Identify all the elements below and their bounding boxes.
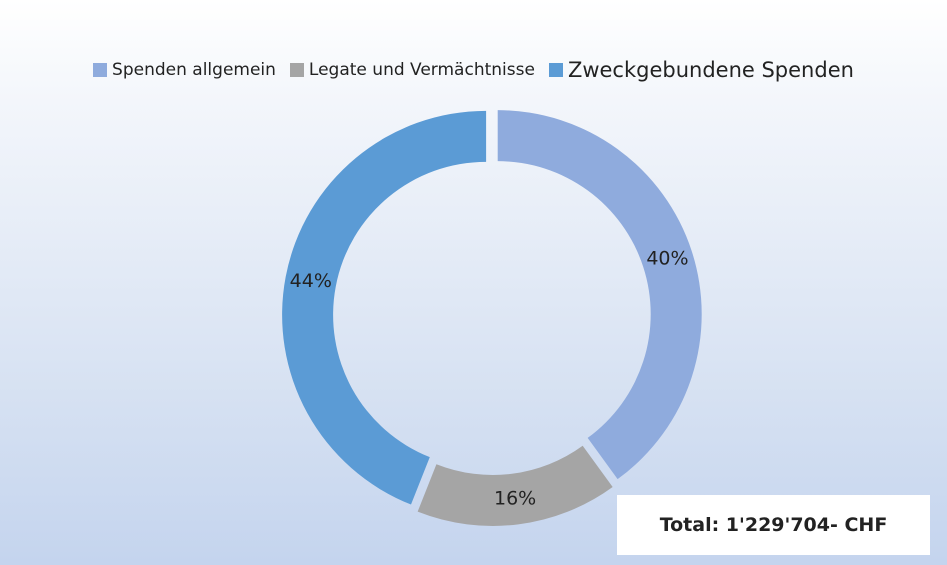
- total-box: Total: 1'229'704- CHF: [617, 495, 930, 555]
- legend-swatch: [548, 63, 563, 77]
- legend: Spenden allgemein Legate und Vermächtniss…: [0, 58, 947, 82]
- legend-label: Zweckgebundene Spenden: [567, 58, 854, 82]
- legend-label: Legate und Vermächtnisse: [308, 60, 535, 80]
- donut-slice: [497, 110, 702, 480]
- legend-item: Spenden allgemein: [93, 60, 276, 80]
- legend-swatch: [289, 63, 304, 77]
- donut-slice: [282, 110, 487, 505]
- legend-swatch: [93, 63, 108, 77]
- donut-slice: [417, 445, 613, 526]
- data-label: 40%: [646, 247, 688, 269]
- legend-item: Zweckgebundene Spenden: [548, 58, 854, 82]
- legend-label: Spenden allgemein: [112, 60, 276, 80]
- data-label: 44%: [290, 270, 332, 292]
- legend-item: Legate und Vermächtnisse: [289, 60, 535, 80]
- data-label: 16%: [494, 488, 536, 510]
